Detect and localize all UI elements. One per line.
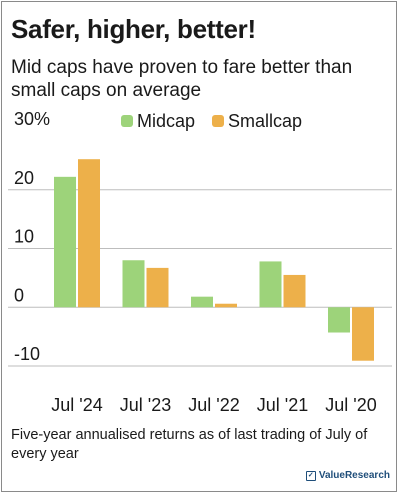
bar-smallcap — [78, 159, 100, 308]
y-tick-label: 30% — [14, 109, 50, 129]
x-tick-label: Jul '23 — [120, 395, 171, 415]
chart-title: Safer, higher, better! — [11, 14, 256, 44]
legend-swatch-midcap — [121, 115, 133, 127]
legend-label: Midcap — [137, 111, 195, 131]
bar-midcap — [191, 296, 213, 308]
x-tick-label: Jul '21 — [257, 395, 308, 415]
y-tick-label: -10 — [14, 344, 40, 364]
bar-midcap — [328, 307, 350, 333]
brand-logo: ✓ ValueResearch — [305, 470, 390, 481]
footnote: Five-year annualised returns as of last … — [11, 427, 368, 462]
bar-smallcap — [352, 307, 374, 361]
bar-smallcap — [146, 267, 169, 308]
chart-subtitle: Mid caps have proven to fare better than… — [11, 57, 353, 101]
bar-smallcap — [283, 274, 306, 308]
x-tick-label: Jul '20 — [325, 395, 376, 415]
legend-label: Smallcap — [228, 111, 302, 131]
checkbox-icon: ✓ — [305, 470, 316, 481]
bar-midcap — [54, 176, 76, 308]
y-tick-label: 10 — [14, 227, 34, 247]
brand-text: ValueResearch — [318, 470, 390, 481]
legend-swatch-smallcap — [212, 115, 224, 127]
bar-smallcap — [215, 303, 237, 308]
bar-midcap — [259, 261, 282, 308]
x-tick-label: Jul '22 — [188, 395, 239, 415]
y-tick-label: 20 — [14, 168, 34, 188]
x-axis-ticks: Jul '24 Jul '23 Jul '22 Jul '21 Jul '20 — [51, 395, 376, 415]
legend: Midcap Smallcap — [121, 111, 302, 131]
x-tick-label: Jul '24 — [51, 395, 102, 415]
y-axis-ticks: 30% 20 10 0 -10 — [14, 109, 50, 364]
bars — [54, 159, 374, 361]
bar-midcap — [122, 260, 145, 308]
y-tick-label: 0 — [14, 285, 24, 305]
